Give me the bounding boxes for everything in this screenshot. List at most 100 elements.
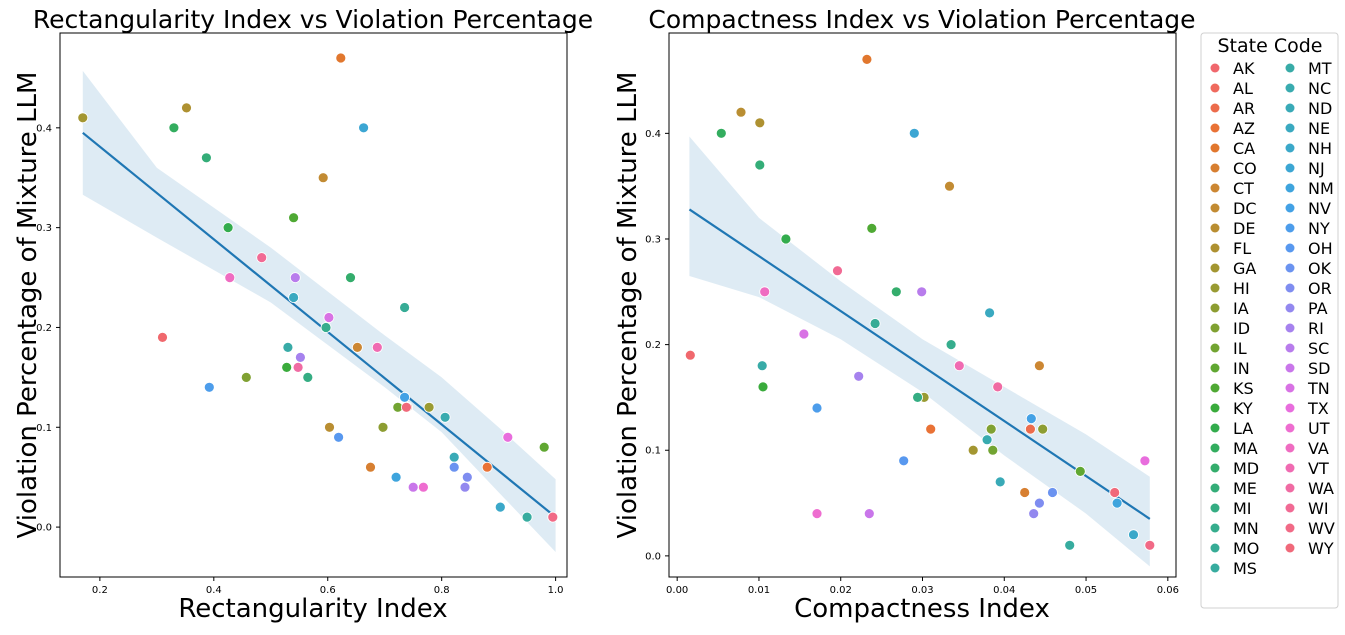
legend-marker	[1285, 223, 1295, 233]
data-point-il	[987, 444, 999, 456]
legend-marker	[1285, 263, 1295, 273]
y-tick-label: 0.1	[645, 446, 661, 457]
legend-item-ga: GA	[1210, 259, 1256, 278]
legend-marker	[1285, 283, 1295, 293]
data-point-nc	[439, 411, 451, 423]
data-point-me	[200, 152, 212, 164]
legend-marker	[1210, 483, 1220, 493]
data-point-wv	[1144, 539, 1156, 551]
data-point-ky	[281, 361, 293, 373]
x-axis-label: Rectangularity Index	[178, 594, 447, 624]
legend-marker	[1285, 83, 1295, 93]
legend-marker	[1210, 563, 1220, 573]
legend-item-me: ME	[1210, 479, 1257, 498]
legend-label: WI	[1308, 499, 1329, 518]
legend-marker	[1210, 363, 1220, 373]
legend-marker	[1210, 123, 1220, 133]
legend-marker	[1285, 63, 1295, 73]
data-point-nj	[358, 122, 370, 134]
data-point-nh	[1128, 529, 1139, 541]
data-point-mi	[912, 391, 923, 403]
confidence-band	[689, 136, 1150, 567]
compactness-panel: Compactness Index vs Violation Percentag…	[613, 5, 1196, 624]
legend-item-mn: MN	[1210, 519, 1259, 538]
legend-marker	[1210, 243, 1220, 253]
x-tick-label: 0.8	[434, 585, 450, 596]
y-tick-label: 0.1	[36, 423, 52, 434]
data-point-ma	[715, 127, 727, 139]
x-tick-label: 0.6	[320, 585, 336, 596]
data-point-de	[735, 106, 747, 118]
legend-marker	[1285, 443, 1295, 453]
legend-label: AK	[1233, 59, 1255, 78]
x-tick-label: 0.03	[911, 585, 933, 596]
legend-marker	[1210, 343, 1220, 353]
legend-item-de: DE	[1210, 219, 1255, 238]
data-point-de	[324, 421, 335, 433]
legend-label: DC	[1233, 199, 1257, 218]
data-point-ks	[866, 222, 878, 234]
data-point-ok	[448, 461, 460, 473]
data-point-ia	[377, 421, 389, 433]
legend-marker	[1285, 203, 1295, 213]
data-point-la	[780, 233, 792, 245]
data-point-pa	[1028, 508, 1040, 519]
y-axis-label: Violation Percentage of Mixture LLM	[613, 72, 643, 539]
legend-label: LA	[1233, 419, 1253, 438]
legend-item-id: ID	[1210, 319, 1250, 338]
legend-item-sc: SC	[1285, 339, 1329, 358]
data-point-ca	[861, 54, 873, 65]
data-point-mo	[869, 318, 881, 329]
legend: State Code AKALARAZCACOCTDCDEFLGAHIIAIDI…	[1200, 32, 1339, 609]
data-point-hi	[423, 401, 435, 413]
data-point-ma	[168, 122, 180, 134]
data-point-ok	[1047, 487, 1058, 498]
legend-marker	[1210, 323, 1220, 333]
data-point-in	[538, 441, 550, 453]
data-point-dc	[317, 172, 329, 184]
legend-label: FL	[1233, 239, 1251, 258]
legend-item-dc: DC	[1210, 199, 1257, 218]
legend-label: RI	[1308, 319, 1324, 338]
legend-item-ne: NE	[1285, 119, 1330, 138]
data-point-or	[1034, 497, 1045, 509]
legend-label: VT	[1308, 459, 1329, 478]
legend-item-az: AZ	[1210, 119, 1255, 138]
data-point-sc	[289, 272, 301, 284]
legend-title: State Code	[1218, 35, 1323, 57]
legend-item-ia: IA	[1210, 299, 1249, 318]
legend-label: IN	[1233, 359, 1250, 378]
data-point-ri	[853, 370, 865, 382]
legend-label: AR	[1233, 99, 1255, 118]
y-tick-label: 0.3	[36, 223, 52, 234]
data-point-me	[754, 159, 766, 171]
data-point-wi	[832, 265, 843, 277]
legend-item-nv: NV	[1285, 199, 1331, 218]
data-point-nh	[494, 501, 506, 513]
legend-marker	[1285, 403, 1295, 413]
legend-marker	[1210, 423, 1220, 433]
legend-label: UT	[1308, 419, 1330, 438]
y-tick-label: 0.0	[36, 523, 52, 534]
legend-label: WY	[1308, 539, 1334, 558]
data-point-ne	[288, 292, 300, 303]
data-point-wv	[547, 511, 559, 523]
data-point-sd	[863, 508, 875, 519]
chart-title: Compactness Index vs Violation Percentag…	[648, 5, 1195, 34]
legend-frame	[1200, 32, 1339, 609]
legend-item-ut: UT	[1285, 419, 1330, 438]
legend-marker	[1285, 183, 1295, 193]
legend-label: MT	[1308, 59, 1332, 78]
legend-marker	[1285, 143, 1295, 153]
data-point-sc	[916, 286, 928, 298]
legend-item-nm: NM	[1285, 179, 1334, 198]
legend-marker	[1285, 243, 1295, 253]
legend-marker	[1210, 163, 1220, 173]
data-point-pa	[459, 481, 471, 493]
legend-marker	[1210, 83, 1220, 93]
rectangularity-panel: Rectangularity Index vs Violation Percen…	[13, 5, 593, 624]
legend-item-ks: KS	[1210, 379, 1254, 398]
y-axis-label: Violation Percentage of Mixture LLM	[13, 72, 43, 539]
data-point-ny	[811, 402, 823, 414]
